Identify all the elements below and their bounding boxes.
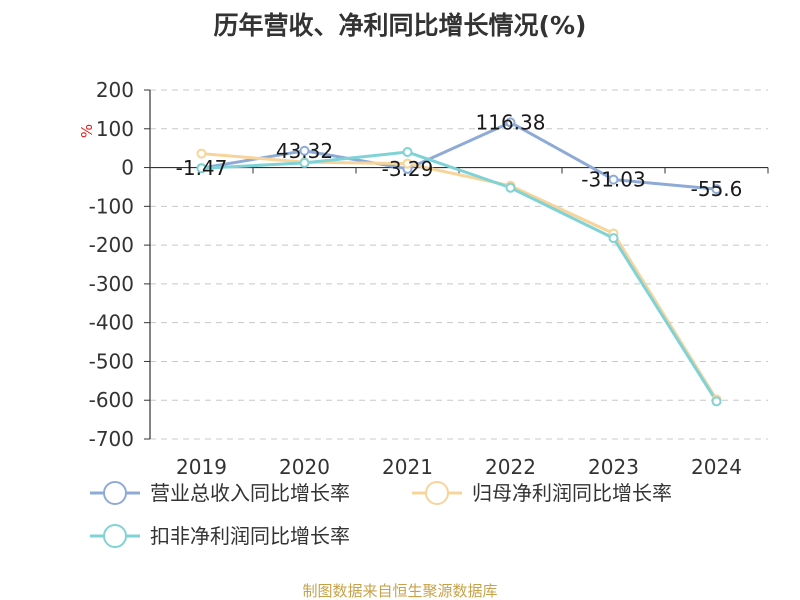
data-point — [196, 163, 207, 174]
data-point — [505, 182, 516, 193]
data-label: 116.38 — [476, 110, 546, 134]
x-tick-label: 2019 — [176, 455, 227, 479]
series-line — [201, 150, 718, 403]
legend-label: 归母净利润同比增长率 — [472, 481, 672, 505]
axes — [144, 89, 769, 440]
data-point — [402, 158, 413, 169]
y-tick-label: 0 — [121, 156, 134, 180]
y-tick-label: -500 — [89, 349, 134, 373]
series-points — [196, 117, 722, 407]
series-lines — [201, 120, 718, 403]
x-tick-labels: 2019 2020 2021 2022 2023 2024 — [176, 455, 742, 479]
y-tick-label: -200 — [89, 233, 134, 257]
data-point — [711, 396, 722, 407]
data-point — [299, 157, 310, 168]
data-label: 43.32 — [276, 139, 333, 163]
x-tick-label: 2023 — [588, 455, 639, 479]
data-point — [402, 147, 413, 158]
legend-marker — [103, 524, 127, 548]
x-tick-label: 2024 — [691, 455, 742, 479]
y-axis-unit: % — [78, 124, 96, 138]
y-tick-label: -700 — [89, 427, 134, 451]
y-tick-label: -100 — [89, 194, 134, 218]
legend-marker — [103, 481, 127, 505]
y-tick-label: 100 — [96, 117, 134, 141]
data-point — [196, 148, 207, 159]
y-tick-label: 200 — [96, 78, 134, 102]
y-tick-labels: 200 100 0 -100 -200 -300 -400 -500 -600 -700 — [89, 78, 134, 451]
data-point — [299, 145, 310, 156]
series-line — [201, 120, 717, 191]
x-tick-label: 2020 — [279, 455, 330, 479]
source-note: 制图数据来自恒生聚源数据库 — [302, 582, 497, 600]
data-point — [505, 117, 516, 128]
data-point — [608, 233, 619, 244]
data-point — [711, 184, 722, 195]
data-label: -1.47 — [176, 156, 228, 180]
y-tick-label: -600 — [89, 388, 134, 412]
data-label: -3.29 — [382, 157, 434, 181]
legend-item[interactable]: 归母净利润同比增长率 — [412, 481, 672, 505]
x-tick-label: 2021 — [382, 455, 433, 479]
legend-marker — [425, 481, 449, 505]
y-tick-label: -400 — [89, 311, 134, 335]
grid-lines — [150, 89, 768, 440]
legend-item[interactable]: 营业总收入同比增长率 — [90, 481, 350, 505]
legend-label: 扣非净利润同比增长率 — [150, 524, 350, 548]
legend-item[interactable]: 扣非净利润同比增长率 — [90, 524, 350, 548]
y-tick-label: -300 — [89, 272, 134, 296]
chart-title: 历年营收、净利同比增长情况(%) — [214, 11, 587, 40]
data-point — [608, 174, 619, 185]
data-labels: -1.47 43.32 -3.29 116.38 -31.03 -55.6 — [176, 110, 743, 201]
x-tick-label: 2022 — [485, 455, 536, 479]
data-label: -55.6 — [691, 177, 743, 201]
series-line — [201, 152, 718, 401]
legend-label: 营业总收入同比增长率 — [150, 481, 350, 505]
data-label: -31.03 — [581, 168, 645, 192]
